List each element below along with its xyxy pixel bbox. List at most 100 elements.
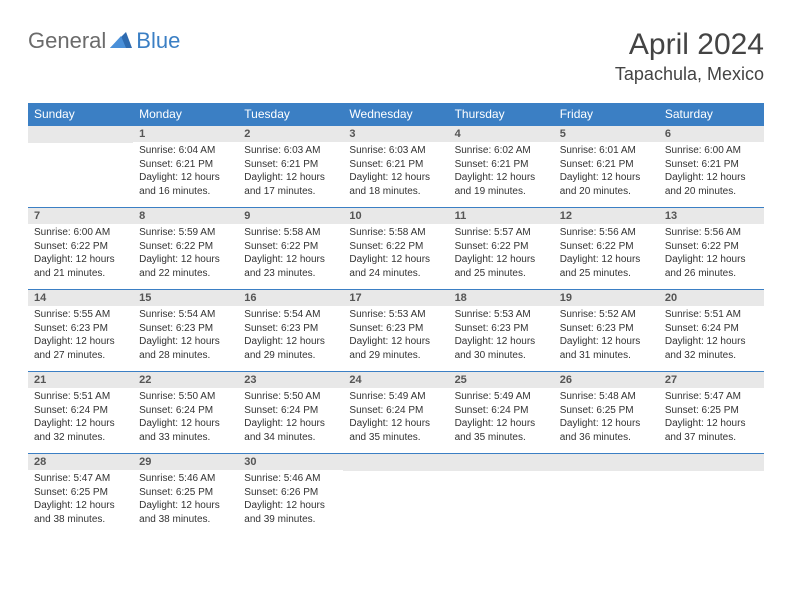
- day-number: 22: [133, 371, 238, 388]
- day-number: 26: [554, 371, 659, 388]
- calendar-cell: 3Sunrise: 6:03 AMSunset: 6:21 PMDaylight…: [343, 125, 448, 207]
- title-block: April 2024 Tapachula, Mexico: [615, 28, 764, 85]
- calendar-cell: 10Sunrise: 5:58 AMSunset: 6:22 PMDayligh…: [343, 207, 448, 289]
- day-number: 3: [343, 125, 448, 142]
- day-number: 2: [238, 125, 343, 142]
- calendar-cell: 4Sunrise: 6:02 AMSunset: 6:21 PMDaylight…: [449, 125, 554, 207]
- calendar-cell: 14Sunrise: 5:55 AMSunset: 6:23 PMDayligh…: [28, 289, 133, 371]
- day-number: 18: [449, 289, 554, 306]
- day-content: Sunrise: 5:46 AMSunset: 6:25 PMDaylight:…: [133, 470, 238, 530]
- calendar-week: 14Sunrise: 5:55 AMSunset: 6:23 PMDayligh…: [28, 289, 764, 371]
- logo-triangle-icon: [110, 30, 132, 53]
- day-header: Tuesday: [238, 103, 343, 125]
- day-number: 24: [343, 371, 448, 388]
- day-number: 4: [449, 125, 554, 142]
- calendar-cell: [554, 453, 659, 535]
- day-content: Sunrise: 5:58 AMSunset: 6:22 PMDaylight:…: [238, 224, 343, 284]
- day-number: 30: [238, 453, 343, 470]
- calendar-cell: 24Sunrise: 5:49 AMSunset: 6:24 PMDayligh…: [343, 371, 448, 453]
- calendar-page: General Blue April 2024 Tapachula, Mexic…: [0, 0, 792, 535]
- logo: General Blue: [28, 28, 180, 54]
- day-content: Sunrise: 5:49 AMSunset: 6:24 PMDaylight:…: [343, 388, 448, 448]
- day-content: Sunrise: 5:48 AMSunset: 6:25 PMDaylight:…: [554, 388, 659, 448]
- day-number: 14: [28, 289, 133, 306]
- day-content: Sunrise: 5:50 AMSunset: 6:24 PMDaylight:…: [238, 388, 343, 448]
- calendar-cell: 15Sunrise: 5:54 AMSunset: 6:23 PMDayligh…: [133, 289, 238, 371]
- day-number: 27: [659, 371, 764, 388]
- day-content: Sunrise: 6:00 AMSunset: 6:22 PMDaylight:…: [28, 224, 133, 284]
- day-content: Sunrise: 5:49 AMSunset: 6:24 PMDaylight:…: [449, 388, 554, 448]
- day-content: Sunrise: 5:51 AMSunset: 6:24 PMDaylight:…: [659, 306, 764, 366]
- day-header: Friday: [554, 103, 659, 125]
- calendar-cell: 5Sunrise: 6:01 AMSunset: 6:21 PMDaylight…: [554, 125, 659, 207]
- day-number: 19: [554, 289, 659, 306]
- day-number: 17: [343, 289, 448, 306]
- calendar-cell: 19Sunrise: 5:52 AMSunset: 6:23 PMDayligh…: [554, 289, 659, 371]
- calendar-cell: 23Sunrise: 5:50 AMSunset: 6:24 PMDayligh…: [238, 371, 343, 453]
- calendar-cell: 29Sunrise: 5:46 AMSunset: 6:25 PMDayligh…: [133, 453, 238, 535]
- calendar-week: 28Sunrise: 5:47 AMSunset: 6:25 PMDayligh…: [28, 453, 764, 535]
- day-number: 9: [238, 207, 343, 224]
- calendar-cell: 8Sunrise: 5:59 AMSunset: 6:22 PMDaylight…: [133, 207, 238, 289]
- calendar-cell: 22Sunrise: 5:50 AMSunset: 6:24 PMDayligh…: [133, 371, 238, 453]
- logo-text-general: General: [28, 28, 106, 54]
- day-number: 12: [554, 207, 659, 224]
- empty-day: [554, 453, 659, 471]
- day-content: Sunrise: 5:55 AMSunset: 6:23 PMDaylight:…: [28, 306, 133, 366]
- calendar-cell: [343, 453, 448, 535]
- calendar-cell: 13Sunrise: 5:56 AMSunset: 6:22 PMDayligh…: [659, 207, 764, 289]
- calendar-cell: [449, 453, 554, 535]
- calendar-cell: 25Sunrise: 5:49 AMSunset: 6:24 PMDayligh…: [449, 371, 554, 453]
- day-content: Sunrise: 5:50 AMSunset: 6:24 PMDaylight:…: [133, 388, 238, 448]
- calendar-cell: 28Sunrise: 5:47 AMSunset: 6:25 PMDayligh…: [28, 453, 133, 535]
- day-content: Sunrise: 6:04 AMSunset: 6:21 PMDaylight:…: [133, 142, 238, 202]
- day-content: Sunrise: 5:58 AMSunset: 6:22 PMDaylight:…: [343, 224, 448, 284]
- empty-day: [659, 453, 764, 471]
- day-content: Sunrise: 5:47 AMSunset: 6:25 PMDaylight:…: [28, 470, 133, 530]
- calendar-week: 1Sunrise: 6:04 AMSunset: 6:21 PMDaylight…: [28, 125, 764, 207]
- calendar-cell: 12Sunrise: 5:56 AMSunset: 6:22 PMDayligh…: [554, 207, 659, 289]
- calendar-cell: 6Sunrise: 6:00 AMSunset: 6:21 PMDaylight…: [659, 125, 764, 207]
- logo-text-blue: Blue: [136, 28, 180, 54]
- day-content: Sunrise: 5:51 AMSunset: 6:24 PMDaylight:…: [28, 388, 133, 448]
- day-number: 21: [28, 371, 133, 388]
- day-header: Monday: [133, 103, 238, 125]
- empty-day: [449, 453, 554, 471]
- day-content: Sunrise: 5:53 AMSunset: 6:23 PMDaylight:…: [343, 306, 448, 366]
- day-content: Sunrise: 6:02 AMSunset: 6:21 PMDaylight:…: [449, 142, 554, 202]
- day-header: Wednesday: [343, 103, 448, 125]
- header: General Blue April 2024 Tapachula, Mexic…: [28, 28, 764, 85]
- calendar-cell: 9Sunrise: 5:58 AMSunset: 6:22 PMDaylight…: [238, 207, 343, 289]
- day-number: 28: [28, 453, 133, 470]
- day-number: 6: [659, 125, 764, 142]
- day-number: 25: [449, 371, 554, 388]
- calendar-table: SundayMondayTuesdayWednesdayThursdayFrid…: [28, 103, 764, 535]
- day-content: Sunrise: 5:54 AMSunset: 6:23 PMDaylight:…: [133, 306, 238, 366]
- calendar-cell: 21Sunrise: 5:51 AMSunset: 6:24 PMDayligh…: [28, 371, 133, 453]
- calendar-cell: 20Sunrise: 5:51 AMSunset: 6:24 PMDayligh…: [659, 289, 764, 371]
- calendar-cell: 18Sunrise: 5:53 AMSunset: 6:23 PMDayligh…: [449, 289, 554, 371]
- calendar-cell: 7Sunrise: 6:00 AMSunset: 6:22 PMDaylight…: [28, 207, 133, 289]
- day-content: Sunrise: 5:47 AMSunset: 6:25 PMDaylight:…: [659, 388, 764, 448]
- day-content: Sunrise: 5:57 AMSunset: 6:22 PMDaylight:…: [449, 224, 554, 284]
- day-header: Sunday: [28, 103, 133, 125]
- location: Tapachula, Mexico: [615, 64, 764, 85]
- day-number: 29: [133, 453, 238, 470]
- day-header: Thursday: [449, 103, 554, 125]
- calendar-cell: 1Sunrise: 6:04 AMSunset: 6:21 PMDaylight…: [133, 125, 238, 207]
- day-content: Sunrise: 6:01 AMSunset: 6:21 PMDaylight:…: [554, 142, 659, 202]
- day-content: Sunrise: 5:46 AMSunset: 6:26 PMDaylight:…: [238, 470, 343, 530]
- day-content: Sunrise: 5:56 AMSunset: 6:22 PMDaylight:…: [659, 224, 764, 284]
- day-number: 1: [133, 125, 238, 142]
- calendar-cell: 26Sunrise: 5:48 AMSunset: 6:25 PMDayligh…: [554, 371, 659, 453]
- day-content: Sunrise: 6:03 AMSunset: 6:21 PMDaylight:…: [343, 142, 448, 202]
- day-number: 23: [238, 371, 343, 388]
- calendar-body: 1Sunrise: 6:04 AMSunset: 6:21 PMDaylight…: [28, 125, 764, 535]
- day-number: 7: [28, 207, 133, 224]
- calendar-cell: 16Sunrise: 5:54 AMSunset: 6:23 PMDayligh…: [238, 289, 343, 371]
- day-content: Sunrise: 5:59 AMSunset: 6:22 PMDaylight:…: [133, 224, 238, 284]
- calendar-cell: 11Sunrise: 5:57 AMSunset: 6:22 PMDayligh…: [449, 207, 554, 289]
- day-content: Sunrise: 5:53 AMSunset: 6:23 PMDaylight:…: [449, 306, 554, 366]
- day-number: 13: [659, 207, 764, 224]
- day-content: Sunrise: 6:03 AMSunset: 6:21 PMDaylight:…: [238, 142, 343, 202]
